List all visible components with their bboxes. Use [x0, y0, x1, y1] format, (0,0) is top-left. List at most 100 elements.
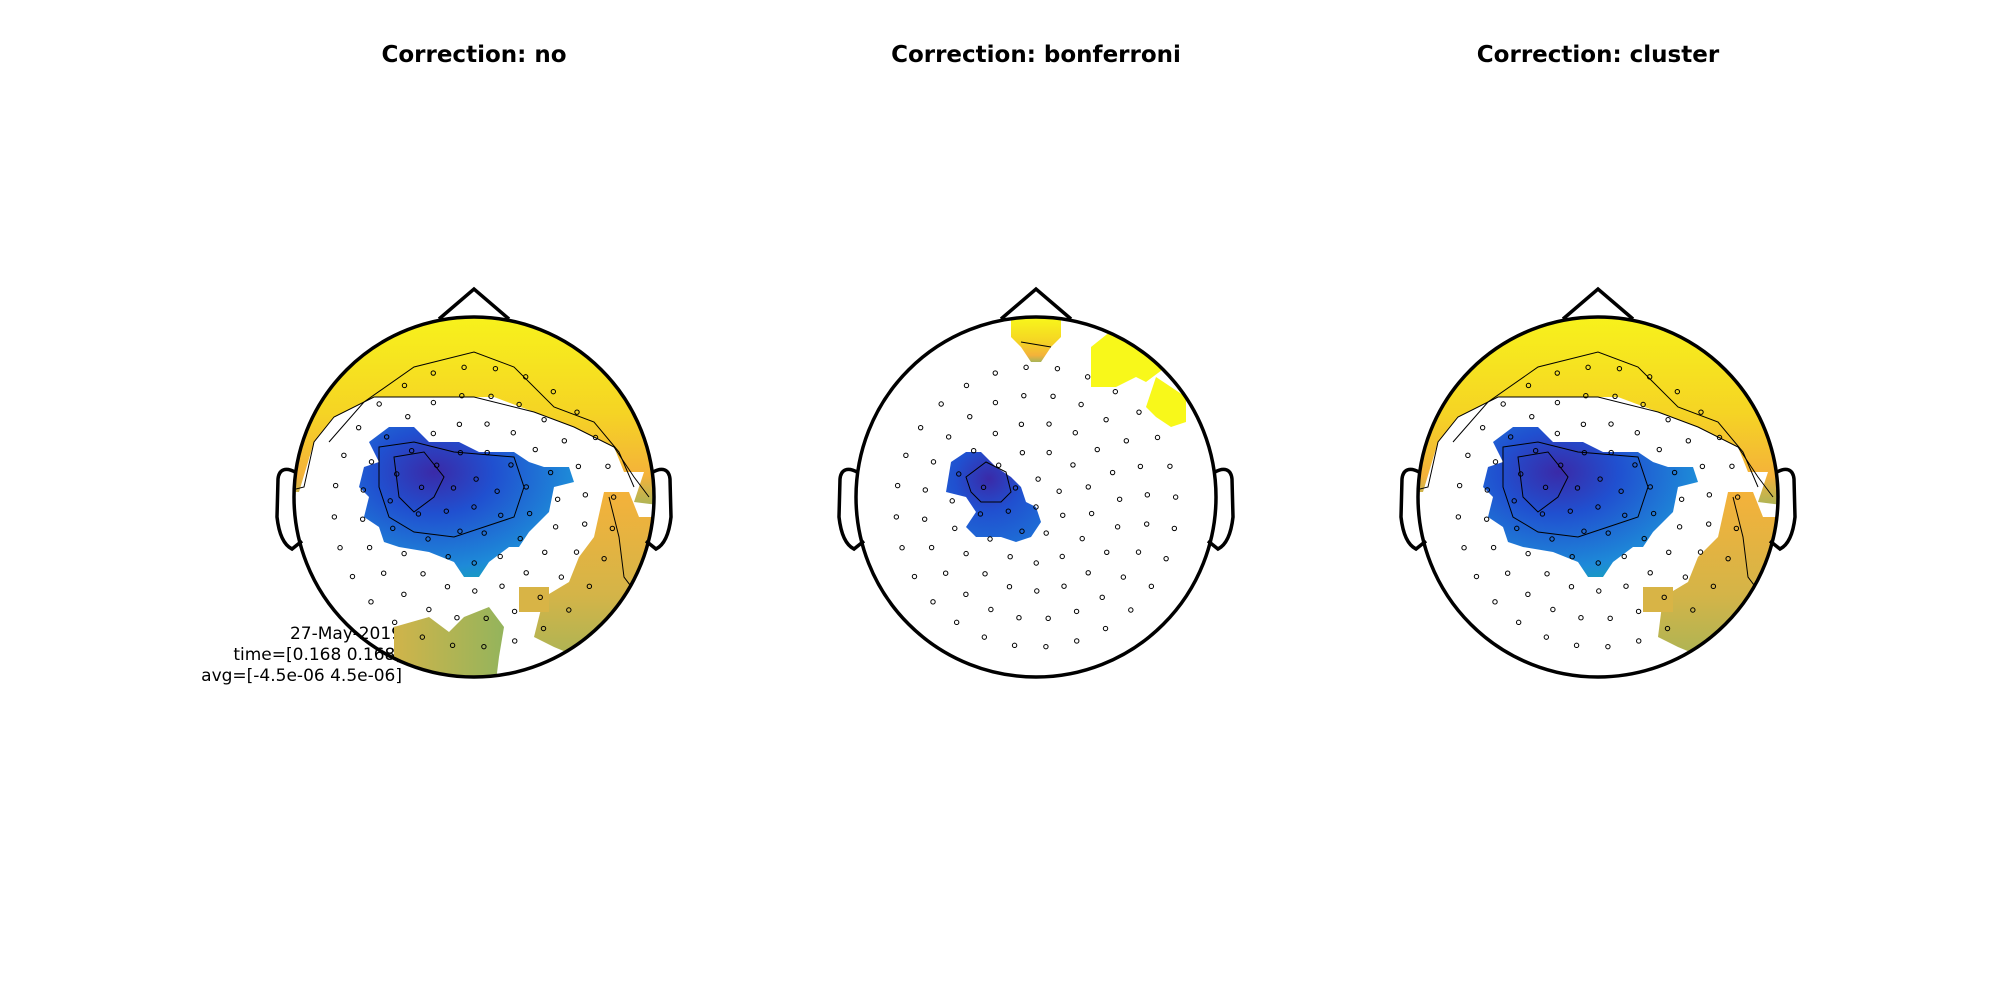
electrode-marker: [418, 484, 425, 491]
electrode-marker: [1104, 549, 1110, 555]
electrode-marker: [1674, 388, 1681, 395]
electrode-marker: [473, 476, 479, 482]
electrode-marker: [401, 382, 408, 389]
electrode-marker: [430, 430, 437, 437]
electrode-marker: [930, 459, 937, 465]
electrode-marker: [1682, 574, 1689, 580]
electrode-marker: [945, 434, 952, 440]
electrode-marker: [952, 525, 958, 532]
electrode-marker: [582, 492, 589, 498]
electrode-marker: [1544, 571, 1550, 577]
electrode-marker: [1023, 364, 1029, 371]
electrode-marker: [1102, 625, 1109, 632]
electrode-marker: [461, 364, 467, 371]
electrode-marker: [1622, 512, 1628, 518]
electrode-marker: [1554, 370, 1560, 376]
electrode-marker: [1554, 399, 1561, 406]
electrode-marker: [526, 510, 533, 517]
electrode-marker: [992, 399, 999, 406]
electrode-marker: [1078, 401, 1084, 408]
electrode-marker: [1514, 525, 1520, 532]
electrode-marker: [1699, 463, 1706, 470]
electrode-marker: [899, 545, 905, 551]
electrode-marker: [1597, 476, 1603, 482]
electrode-marker: [1492, 459, 1499, 465]
electrode-marker: [516, 401, 522, 408]
electrode-marker: [376, 401, 382, 407]
electrode-marker: [472, 588, 478, 594]
electrode-marker: [1490, 544, 1497, 551]
electrode-marker: [605, 463, 611, 469]
electrode-marker: [1568, 584, 1575, 590]
electrode-marker: [1135, 549, 1142, 555]
electrode-marker: [457, 528, 463, 534]
electrode-marker: [331, 514, 338, 520]
electrode-marker: [366, 544, 373, 551]
electrode-marker: [492, 365, 499, 372]
electrode-marker: [956, 471, 962, 477]
electrode-marker: [1016, 614, 1022, 621]
electrode-marker: [1529, 413, 1535, 420]
electrode-marker: [1479, 424, 1486, 431]
electrode-marker: [1518, 471, 1524, 477]
electrode-marker: [1507, 434, 1514, 440]
electrode-marker: [982, 571, 988, 577]
electrode-marker: [1109, 469, 1116, 476]
electrode-marker: [1070, 462, 1076, 468]
electrode-marker: [1018, 421, 1025, 427]
electrode-marker: [1085, 484, 1091, 490]
electrode-marker: [1573, 642, 1580, 649]
electrode-marker: [1473, 573, 1480, 580]
electrode-marker: [1088, 510, 1095, 517]
electrode-marker: [561, 438, 568, 444]
electrode-marker: [938, 401, 944, 407]
electrode-marker: [1461, 545, 1467, 551]
panel-title-cluster: Correction: cluster: [1476, 42, 1720, 68]
electrode-marker: [537, 594, 543, 601]
electrode-marker: [1500, 401, 1506, 407]
electrode-marker: [360, 487, 367, 493]
electrode-marker: [921, 516, 928, 522]
electrode-marker: [1484, 487, 1491, 493]
electrode-marker: [977, 511, 984, 517]
electrode-marker: [1456, 482, 1463, 489]
electrode-marker: [1074, 638, 1080, 644]
electrode-marker: [1455, 514, 1462, 520]
electrode-marker: [1725, 555, 1731, 562]
electrode-marker: [1007, 553, 1013, 560]
electrode-marker: [1045, 615, 1051, 622]
electrode-marker: [894, 482, 901, 489]
electrode-marker: [1046, 449, 1052, 456]
electrode-marker: [917, 424, 924, 431]
panel-title-bonferroni: Correction: bonferroni: [891, 42, 1181, 68]
electrode-marker: [1607, 615, 1613, 622]
electrode-marker: [1154, 434, 1161, 441]
electrode-marker: [1021, 392, 1027, 399]
electrode-marker: [481, 643, 487, 650]
electrode-marker: [394, 471, 400, 477]
electrode-marker: [523, 570, 529, 576]
electrode-marker: [1678, 496, 1685, 502]
electrode-marker: [1006, 584, 1013, 590]
electrode-marker: [573, 549, 580, 555]
electrode-marker: [1112, 388, 1119, 395]
electrode-marker: [1612, 393, 1618, 400]
electrode-marker: [1043, 530, 1049, 536]
electrode-marker: [1734, 494, 1741, 500]
topoplot-info: 27-May-2019 time=[0.168 0.168] avg=[-4.5…: [150, 624, 402, 687]
electrode-marker: [1019, 528, 1025, 534]
electrode-marker: [1123, 438, 1130, 444]
electrode-marker: [1043, 643, 1049, 650]
electrode-marker: [574, 409, 580, 415]
electrode-marker: [1595, 560, 1601, 566]
electrode-marker: [1525, 382, 1532, 389]
electrode-marker: [430, 399, 437, 406]
electrode-marker: [1706, 492, 1713, 498]
electrode-marker: [1011, 642, 1018, 649]
electrode-marker: [1618, 488, 1624, 494]
electrode-marker: [420, 571, 426, 577]
electrode-marker: [1079, 535, 1085, 542]
electrode-marker: [1729, 463, 1735, 469]
electrode-marker: [1641, 535, 1647, 542]
electrode-marker: [433, 462, 440, 468]
